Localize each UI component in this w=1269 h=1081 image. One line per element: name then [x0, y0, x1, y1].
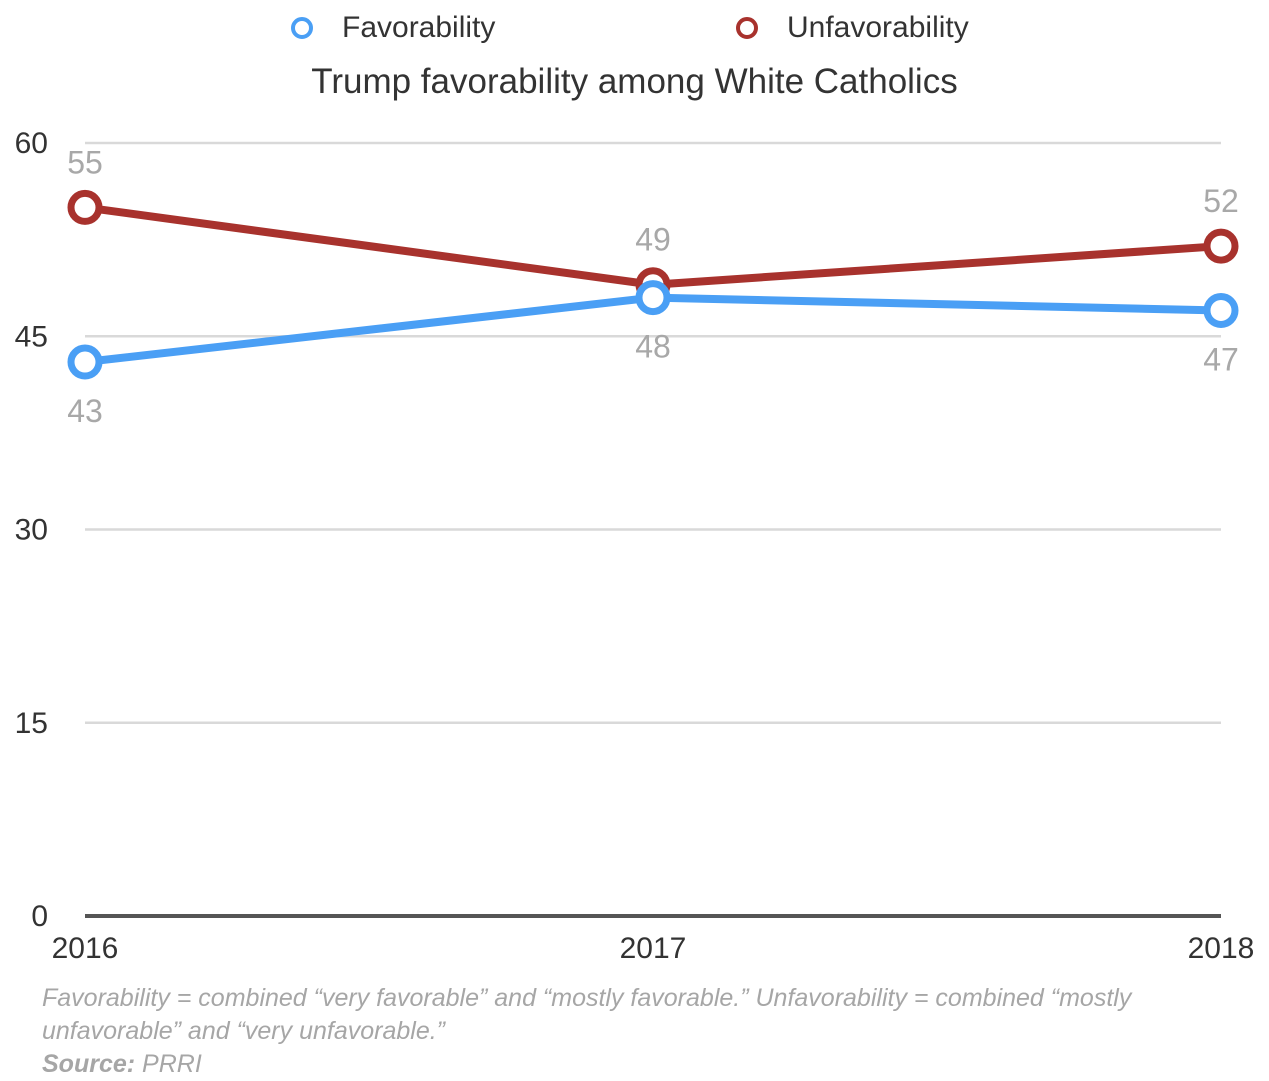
source-value: PRRI: [142, 1050, 202, 1078]
legend-label-unfavorability: Unfavorability: [787, 11, 969, 44]
footnote: Favorability = combined “very favorable”…: [42, 984, 1132, 1045]
point-unfavorability-2018: [1203, 228, 1239, 264]
legend-label-favorability: Favorability: [342, 11, 496, 44]
x-tick-label-2016: 2016: [52, 932, 119, 965]
legend-marker-favorability: [291, 17, 313, 39]
data-label-unfavorability-2017: 49: [635, 222, 671, 258]
legend-item-favorability[interactable]: Favorability: [290, 8, 495, 48]
y-tick-label-15: 15: [15, 707, 48, 740]
data-label-unfavorability-2018: 52: [1203, 183, 1239, 219]
source-label: Source:: [42, 1050, 136, 1078]
x-tick-label-2017: 2017: [620, 932, 687, 965]
x-tick-label-2018: 2018: [1188, 932, 1255, 965]
source-line: Source: PRRI: [42, 1048, 202, 1081]
chart-title: Trump favorability among White Catholics: [311, 62, 958, 101]
point-favorability-2018: [1203, 292, 1239, 328]
point-unfavorability-2016: [67, 189, 103, 225]
point-favorability-2016: [67, 344, 103, 380]
data-label-favorability-2017: 48: [635, 329, 671, 365]
legend-item-unfavorability[interactable]: Unfavorability: [735, 8, 969, 48]
legend: Favorability Unfavorability: [0, 8, 1269, 48]
y-tick-label-45: 45: [15, 320, 48, 353]
data-label-favorability-2016: 43: [67, 393, 103, 429]
data-label-unfavorability-2016: 55: [67, 144, 103, 180]
y-tick-label-0: 0: [31, 900, 48, 933]
legend-marker-unfavorability: [736, 17, 758, 39]
y-tick-label-30: 30: [15, 514, 48, 547]
y-tick-label-60: 60: [15, 127, 48, 160]
point-favorability-2017: [635, 280, 671, 316]
data-label-favorability-2018: 47: [1203, 341, 1239, 377]
